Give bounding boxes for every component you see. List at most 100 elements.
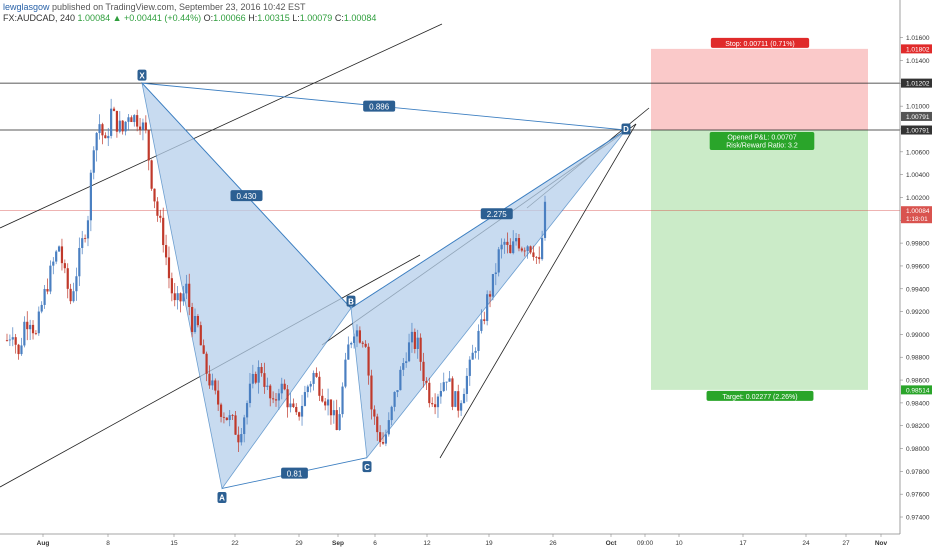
candle-body bbox=[352, 336, 356, 343]
candle-body bbox=[543, 201, 547, 238]
ratio-label: 0.886 bbox=[369, 102, 390, 111]
symbol-label[interactable]: FX:AUDCAD, 240 bbox=[3, 13, 76, 23]
candle-body bbox=[89, 172, 92, 221]
candle-body bbox=[364, 343, 367, 347]
candle-body bbox=[101, 124, 104, 136]
price-tick-label: 0.97800 bbox=[906, 469, 930, 476]
candle-body bbox=[303, 392, 307, 406]
opened-pnl-label: Opened P&L: 0.00707 bbox=[727, 135, 796, 142]
axis-price-badge bbox=[901, 125, 932, 135]
candle-body bbox=[295, 406, 298, 413]
time-tick-label: 27 bbox=[842, 540, 850, 547]
candle-body bbox=[413, 331, 416, 349]
candle-body bbox=[338, 414, 341, 431]
candle-body bbox=[75, 276, 78, 292]
candle-body bbox=[335, 410, 338, 431]
candle-body bbox=[98, 124, 101, 134]
candle-body bbox=[514, 238, 518, 242]
candle-body bbox=[405, 361, 408, 364]
time-tick-label: 29 bbox=[295, 540, 303, 547]
candle-body bbox=[309, 383, 312, 387]
point-badge bbox=[362, 461, 372, 473]
candle-body bbox=[329, 399, 333, 416]
axis-price-label: 1.01202 bbox=[906, 81, 930, 88]
candle-body bbox=[483, 319, 486, 321]
candle-body bbox=[263, 373, 266, 387]
candle-body bbox=[141, 122, 145, 130]
candle-body bbox=[355, 330, 359, 337]
candle-body bbox=[425, 380, 428, 383]
publish-info: published on TradingView.com, September … bbox=[49, 2, 306, 12]
candle-body bbox=[471, 352, 474, 360]
candle-body bbox=[219, 404, 223, 417]
candle-body bbox=[159, 215, 162, 218]
candle-body bbox=[196, 316, 200, 326]
candle-body bbox=[347, 344, 350, 360]
candle-body bbox=[95, 133, 98, 151]
price-tick-label: 0.98000 bbox=[906, 446, 930, 453]
point-badge bbox=[137, 69, 147, 81]
xab-triangle bbox=[141, 81, 352, 490]
price-tick-label: 1.00400 bbox=[906, 172, 930, 179]
candle-body bbox=[202, 345, 205, 354]
candle-body bbox=[532, 252, 535, 257]
candle-body bbox=[121, 120, 124, 132]
candle-body bbox=[300, 405, 304, 417]
candle-body bbox=[332, 410, 335, 416]
candle-body bbox=[60, 246, 64, 264]
ratio-badge bbox=[480, 208, 513, 220]
candle-body bbox=[488, 294, 492, 297]
candle-body bbox=[69, 288, 72, 302]
candle-body bbox=[118, 120, 121, 132]
candle-body bbox=[428, 382, 431, 404]
high-value: 1.00315 bbox=[257, 13, 290, 23]
candle-body bbox=[37, 311, 40, 334]
candle-body bbox=[63, 263, 66, 269]
candle-body bbox=[465, 375, 469, 394]
candle-body bbox=[410, 331, 414, 343]
candle-body bbox=[497, 249, 500, 273]
candle-body bbox=[538, 257, 541, 260]
candle-body bbox=[104, 135, 107, 139]
candle-body bbox=[205, 353, 208, 374]
pattern-labels: 0.886 0.430 0.81 2.275 X A B C D Stop: 0.00711 (0… bbox=[137, 37, 815, 503]
candle-body bbox=[199, 325, 202, 346]
ratio-badge bbox=[281, 467, 308, 479]
price-tick-label: 0.98600 bbox=[906, 378, 930, 385]
price-tick-label: 0.98400 bbox=[906, 400, 930, 407]
price-tick-label: 0.98200 bbox=[906, 423, 930, 430]
candle-body bbox=[138, 126, 142, 130]
axis-price-label: 1.00791 bbox=[906, 128, 930, 135]
price-tick-label: 1.01000 bbox=[906, 104, 930, 111]
candle-body bbox=[318, 376, 321, 396]
time-tick-label: 10 bbox=[675, 540, 683, 547]
candle-body bbox=[520, 248, 523, 251]
time-tick-label: 8 bbox=[106, 540, 110, 547]
time-tick-label: Nov bbox=[875, 540, 888, 547]
candle-body bbox=[136, 115, 139, 127]
candle-body bbox=[66, 268, 69, 289]
candle-body bbox=[182, 293, 185, 302]
close-value: 1.00084 bbox=[343, 13, 377, 23]
candle-body bbox=[517, 238, 521, 249]
time-tick-label: Sep bbox=[332, 540, 344, 547]
candle-body bbox=[358, 330, 361, 343]
candle-body bbox=[506, 241, 509, 245]
candle-body bbox=[107, 135, 110, 139]
stop-zone bbox=[651, 48, 868, 131]
candle-body bbox=[260, 367, 263, 374]
candle-body bbox=[433, 404, 437, 408]
publish-line: lewglasgow published on TradingView.com,… bbox=[3, 2, 306, 13]
candle-body bbox=[23, 321, 26, 346]
candle-body bbox=[373, 409, 376, 417]
pnl-badge bbox=[709, 132, 815, 151]
low-label: L: bbox=[292, 13, 300, 23]
candle-body bbox=[144, 122, 147, 131]
author-link[interactable]: lewglasgow bbox=[3, 2, 50, 12]
candle-body bbox=[379, 432, 382, 443]
candle-body bbox=[390, 406, 393, 421]
time-tick-label: Oct bbox=[606, 540, 618, 547]
candle-body bbox=[115, 110, 119, 132]
candle-body bbox=[512, 241, 515, 254]
